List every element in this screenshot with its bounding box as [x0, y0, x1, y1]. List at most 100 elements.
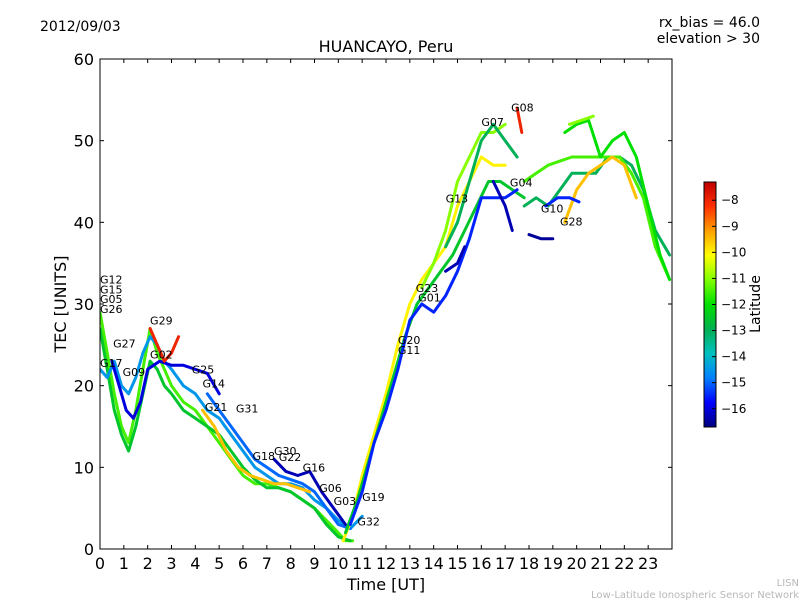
series-line-I — [341, 155, 507, 543]
satellite-label: G19 — [362, 491, 385, 504]
chart-title: HUANCAYO, Peru — [319, 37, 454, 56]
x-tick-label: 7 — [262, 554, 272, 573]
y-tick-label: 40 — [74, 213, 94, 232]
x-tick-label: 4 — [190, 554, 200, 573]
satellite-label: G27 — [113, 337, 136, 350]
series-line-W — [568, 114, 595, 126]
x-tick-label: 9 — [309, 554, 319, 573]
colorbar-tick-label: −8 — [721, 193, 739, 207]
x-tick-label: 19 — [543, 554, 563, 573]
satellite-label: G14 — [202, 377, 225, 390]
colorbar-tick-label: −16 — [721, 402, 746, 416]
colorbar-tick-label: −10 — [721, 245, 746, 259]
satellite-label: G03 — [334, 495, 357, 508]
x-tick-label: 12 — [376, 554, 396, 573]
satellite-label: G11 — [398, 344, 421, 357]
series-line-L — [420, 122, 507, 290]
satellite-label: G26 — [100, 303, 123, 316]
satellite-label: G16 — [303, 461, 326, 474]
x-tick-label: 2 — [143, 554, 153, 573]
series-line-E — [148, 327, 181, 363]
x-tick-label: 14 — [423, 554, 443, 573]
series-line-V — [544, 196, 581, 208]
series-line-B — [100, 327, 352, 543]
x-tick-label: 22 — [614, 554, 634, 573]
series-line-K — [348, 188, 519, 526]
footer-lisn: LISN — [777, 578, 799, 589]
satellite-label: G06 — [319, 482, 342, 495]
satellite-label: G21 — [205, 401, 228, 414]
satellite-label: G07 — [481, 116, 504, 129]
colorbar-tick-label: −9 — [721, 219, 739, 233]
series-line-G — [201, 408, 312, 494]
satellite-label: G28 — [560, 216, 583, 229]
footer-network: Low-Latitude Ionospheric Sensor Network — [591, 590, 799, 600]
x-tick-label: 17 — [495, 554, 515, 573]
y-tick-label: 0 — [84, 540, 94, 559]
colorbar-ticks: −8 −9 −10 −11 −12 −13 −14 −15 −16 — [712, 193, 746, 416]
y-tick-label: 50 — [74, 132, 94, 151]
plot-frame — [99, 58, 673, 550]
rx-bias-label: rx_bias = 46.0 — [659, 15, 760, 31]
x-tick-label: 8 — [286, 554, 296, 573]
x-tick-label: 5 — [214, 554, 224, 573]
colorbar-tick-label: −12 — [721, 298, 746, 312]
colorbar-tick-label: −14 — [721, 350, 746, 364]
satellite-label: G32 — [357, 515, 380, 528]
satellite-label: G30 — [274, 445, 297, 458]
colorbar-label: Latitude — [748, 275, 764, 333]
satellite-label: G01 — [418, 292, 441, 305]
y-tick-label: 20 — [74, 377, 94, 396]
series-line-U — [563, 155, 638, 224]
date-label: 2012/09/03 — [40, 19, 121, 35]
satellite-label: G09 — [123, 366, 146, 379]
y-tick-label: 10 — [74, 458, 94, 477]
x-tick-label: 10 — [328, 554, 348, 573]
x-tick-label: 13 — [400, 554, 420, 573]
satellite-label: G13 — [446, 193, 469, 206]
x-tick-label: 16 — [471, 554, 491, 573]
x-tick-label: 23 — [638, 554, 658, 573]
series-line-C — [100, 335, 364, 531]
x-tick-label: 1 — [119, 554, 129, 573]
y-tick-label: 30 — [74, 295, 94, 314]
series-line-N — [444, 245, 467, 273]
satellite-label: G15 — [100, 283, 123, 296]
satellite-label: G25 — [192, 363, 215, 376]
x-tick-label: 20 — [566, 554, 586, 573]
x-tick-label: 0 — [95, 554, 105, 573]
y-axis-label: TEC [UNITS] — [51, 256, 70, 354]
series-line-H — [272, 457, 347, 526]
x-tick-label: 18 — [519, 554, 539, 573]
series-line-S — [522, 155, 672, 281]
x-tick-label: 6 — [238, 554, 248, 573]
x-tick-label: 11 — [352, 554, 372, 573]
y-tick-label: 60 — [74, 50, 94, 69]
satellite-label: G22 — [279, 451, 302, 464]
satellite-label: G23 — [416, 282, 439, 295]
series-line-M — [444, 122, 519, 249]
satellite-label: G08 — [511, 101, 534, 114]
satellite-label: G12 — [100, 274, 123, 287]
colorbar-tick-label: −15 — [721, 376, 746, 390]
colorbar-tick-label: −11 — [721, 271, 746, 285]
x-tick-label: 3 — [166, 554, 176, 573]
axes: 0 1 2 3 4 5 6 7 8 9 10 11 12 13 14 15 16 17 18 19 20 21 22 2301… — [74, 50, 672, 573]
series-line-P — [515, 106, 524, 134]
satellite-label: G04 — [510, 176, 533, 189]
series-line-Q — [527, 233, 555, 241]
series-line-J — [344, 180, 526, 535]
satellite-label: G10 — [541, 203, 564, 216]
series-line-T — [563, 118, 672, 281]
satellite-label: G17 — [100, 357, 123, 370]
x-tick-label: 21 — [590, 554, 610, 573]
satellite-label: G02 — [150, 349, 173, 362]
colorbar-tick-label: −13 — [721, 324, 746, 338]
series-line-F — [205, 392, 352, 531]
satellite-label: G31 — [236, 403, 259, 416]
series-line-D — [110, 359, 221, 420]
x-tick-label: 15 — [447, 554, 467, 573]
x-axis-label: Time [UT] — [346, 575, 425, 594]
